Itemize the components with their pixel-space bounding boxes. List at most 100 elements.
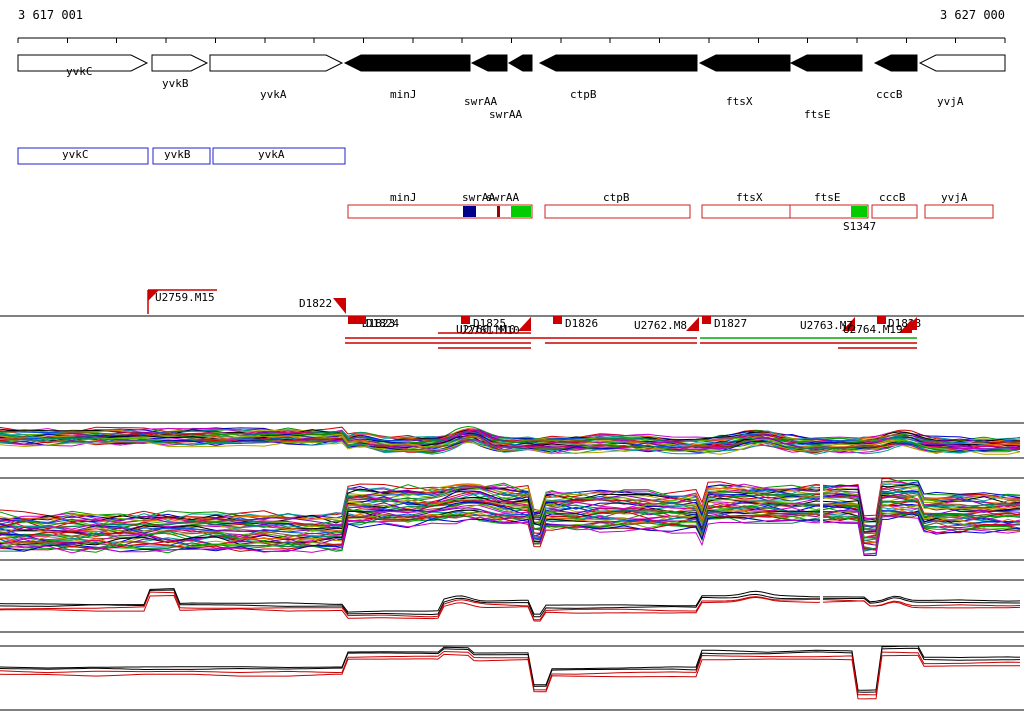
profile-line (0, 486, 1021, 528)
gene-label: cccB (876, 88, 903, 101)
probe-box-icon[interactable] (357, 316, 366, 324)
probe-D1824[interactable]: D1824 (357, 316, 399, 330)
gene-arrow[interactable] (918, 54, 1006, 72)
probe-box-icon[interactable] (877, 316, 886, 324)
probe-box-icon[interactable] (348, 316, 357, 324)
segment-box-outline[interactable] (871, 204, 918, 219)
segment-box-outline[interactable] (924, 204, 994, 219)
probe-label: U2764.M19 (843, 323, 903, 336)
gene-ctpB[interactable]: ctpB (538, 54, 698, 101)
gene-yvkB[interactable]: yvkB (151, 54, 209, 90)
profile-line (0, 498, 1021, 540)
gene-arrow[interactable] (873, 54, 918, 72)
gene-arrow[interactable] (508, 54, 533, 72)
ruler-start-label: 3 617 001 (18, 8, 84, 22)
gene-arrow[interactable] (789, 54, 863, 72)
segment-box-outline[interactable] (347, 204, 533, 219)
gene-box-yvkB[interactable]: yvkB (152, 147, 211, 165)
plot-gap (820, 479, 823, 559)
ruler-end-label: 3 627 000 (939, 8, 1005, 22)
probe-U2762.M8[interactable]: U2762.M8 (634, 317, 699, 332)
gene-swrAA[interactable]: swrAA (489, 54, 533, 121)
probe-flag-icon[interactable] (686, 317, 699, 331)
gene-box-outline[interactable] (212, 147, 346, 165)
gene-yvjA[interactable]: yvjA (918, 54, 1006, 108)
gene-label: ftsE (804, 108, 831, 121)
gene-yvkC[interactable]: yvkC (17, 54, 149, 78)
segment-block[interactable] (497, 206, 500, 217)
gene-arrow[interactable] (151, 54, 209, 72)
probe-label: U2762.M8 (634, 319, 687, 332)
segment-label: yvjA (941, 191, 968, 204)
segment-label: swrAA (462, 191, 495, 204)
profile-line (0, 512, 1021, 555)
gene-arrow[interactable] (343, 54, 471, 72)
gene-ftsE[interactable]: ftsE (789, 54, 863, 121)
gene-arrow[interactable] (17, 54, 149, 72)
probe-label: D1824 (366, 317, 399, 330)
probe-D1822[interactable]: D1822 (299, 297, 346, 314)
segment-box-1[interactable]: ctpB (544, 191, 691, 219)
segment-box-4[interactable]: yvjA (924, 191, 994, 219)
probe-U2759.M15[interactable]: U2759.M15 (147, 289, 217, 314)
probe-U2763.M7[interactable]: U2763.M7 (800, 317, 855, 332)
probe-flag-icon[interactable] (842, 317, 855, 331)
segment-box-outline[interactable] (544, 204, 691, 219)
probe-flag-icon[interactable] (333, 298, 346, 314)
probe-D1825[interactable]: D1825 (461, 316, 506, 330)
probe-box-icon[interactable] (553, 316, 562, 324)
gene-label: swrAA (464, 95, 497, 108)
probe-label: D1827 (714, 317, 747, 330)
profile-line (0, 588, 1021, 615)
gene-ftsX[interactable]: ftsX (698, 54, 791, 108)
gene-yvkA[interactable]: yvkA (209, 54, 344, 101)
probe-box-icon[interactable] (702, 316, 711, 324)
segment-box-2[interactable]: ftsX ftsE (701, 191, 869, 219)
segment-block[interactable] (851, 206, 867, 217)
gene-arrow[interactable] (698, 54, 791, 72)
segment-block[interactable] (463, 206, 476, 217)
gene-arrow[interactable] (538, 54, 698, 72)
probe-D1826[interactable]: D1826 (553, 316, 598, 330)
gene-label: yvkA (260, 88, 287, 101)
segment-box-3[interactable]: cccB (871, 191, 918, 219)
profile-line (0, 441, 1021, 455)
probe-D1827[interactable]: D1827 (702, 316, 747, 330)
gene-label: minJ (390, 88, 417, 101)
expression-profiles-normalized (0, 477, 1024, 561)
gene-arrow[interactable] (209, 54, 344, 72)
profile-line (0, 512, 1021, 552)
profile-line (0, 647, 1021, 693)
gene-box-yvkA[interactable]: yvkA (212, 147, 346, 165)
gene-label: ctpB (570, 88, 597, 101)
gene-cccB[interactable]: cccB (873, 54, 918, 101)
gene-minJ[interactable]: minJ (343, 54, 471, 101)
profile-line (0, 513, 1021, 551)
probe-flag-icon[interactable] (148, 290, 159, 301)
probe-flag-icon[interactable] (904, 317, 917, 330)
probe-D1823[interactable]: D1823 (348, 316, 395, 330)
mean-profile-top (0, 579, 1024, 633)
segment-block[interactable] (511, 206, 531, 217)
probe-flag-icon[interactable] (518, 317, 531, 331)
profile-line (0, 440, 1021, 455)
srna-label-S1347: S1347 (843, 220, 876, 233)
segment-box-outline[interactable] (701, 204, 869, 219)
probe-label: U2759.M15 (155, 291, 215, 304)
gene-swrAA[interactable]: swrAA (464, 54, 508, 108)
gene-box-outline[interactable] (152, 147, 211, 165)
gene-box-outline[interactable] (17, 147, 149, 165)
ruler (17, 37, 1006, 43)
expression-profiles-all (0, 422, 1024, 459)
gene-label: yvkC (66, 65, 93, 78)
probe-label: D1825 (473, 317, 506, 330)
profile-line (0, 516, 1021, 555)
probe-box-icon[interactable] (461, 316, 470, 324)
probe-label: D1823 (362, 317, 395, 330)
gene-arrow[interactable] (470, 54, 508, 72)
gene-box-yvkC[interactable]: yvkC (17, 147, 149, 165)
gene-label: ftsX (726, 95, 753, 108)
profile-line (0, 594, 1021, 622)
